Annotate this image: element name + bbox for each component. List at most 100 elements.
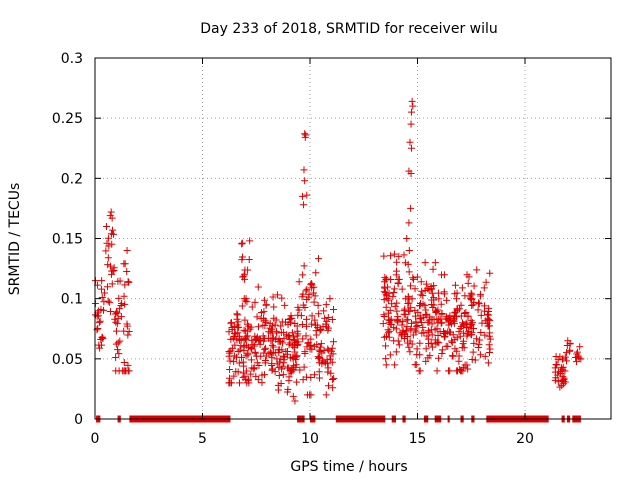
data-point <box>407 204 415 212</box>
data-point <box>443 296 451 304</box>
data-point <box>325 382 333 390</box>
data-point <box>458 344 466 352</box>
data-point <box>327 369 335 377</box>
data-point <box>463 332 471 340</box>
data-point <box>234 311 242 319</box>
data-point <box>112 327 120 335</box>
data-point <box>258 379 266 387</box>
data-point <box>278 365 286 373</box>
data-point <box>390 324 398 332</box>
data-point <box>235 332 243 340</box>
data-point <box>293 322 301 330</box>
data-point <box>117 313 125 321</box>
data-point <box>433 308 441 316</box>
data-point <box>433 367 441 375</box>
data-point <box>280 356 288 364</box>
data-point <box>239 369 247 377</box>
data-point <box>251 332 259 340</box>
data-point <box>387 252 395 260</box>
data-point <box>323 323 331 331</box>
data-point <box>310 342 318 350</box>
data-point <box>225 347 233 355</box>
data-point <box>462 309 470 317</box>
data-point <box>233 315 241 323</box>
data-point <box>245 379 253 387</box>
y-tick-label: 0.15 <box>52 232 83 248</box>
data-point <box>109 230 117 238</box>
data-point <box>424 335 432 343</box>
data-point <box>268 325 276 333</box>
data-point <box>407 108 415 116</box>
data-point <box>328 358 336 366</box>
data-point <box>431 326 439 334</box>
data-point <box>277 379 285 387</box>
data-point <box>266 320 274 328</box>
data-point <box>448 352 456 360</box>
data-point <box>241 316 249 324</box>
data-point <box>434 306 442 314</box>
data-point <box>407 282 415 290</box>
data-point <box>120 358 128 366</box>
data-point <box>403 323 411 331</box>
data-point <box>484 359 492 367</box>
data-point <box>404 260 412 268</box>
data-point <box>262 301 270 309</box>
data-point <box>96 317 104 325</box>
data-point <box>428 296 436 304</box>
data-point <box>486 348 494 356</box>
data-point <box>123 268 131 276</box>
data-point <box>407 120 415 128</box>
data-point <box>226 366 234 374</box>
data-point <box>104 234 112 242</box>
data-point <box>277 328 285 336</box>
data-point <box>460 337 468 345</box>
data-point <box>276 355 284 363</box>
data-point <box>395 341 403 349</box>
data-point <box>322 391 330 399</box>
data-point <box>476 336 484 344</box>
data-point <box>240 326 248 334</box>
data-point <box>554 371 562 379</box>
data-point <box>111 315 119 323</box>
data-point <box>301 130 309 138</box>
x-tick-label: 15 <box>409 431 427 447</box>
data-point <box>413 345 421 353</box>
data-point <box>405 268 413 276</box>
data-point <box>395 252 403 260</box>
data-point <box>226 357 234 365</box>
data-point <box>476 351 484 359</box>
data-point <box>230 372 238 380</box>
data-point <box>388 300 396 308</box>
data-point <box>226 379 234 387</box>
data-point <box>409 102 417 110</box>
data-point <box>382 303 390 311</box>
data-point <box>106 212 114 220</box>
data-point <box>98 293 106 301</box>
data-point <box>308 280 316 288</box>
data-point <box>95 318 103 326</box>
data-point <box>392 348 400 356</box>
data-point <box>482 278 490 286</box>
data-point <box>406 138 414 146</box>
data-point <box>293 352 301 360</box>
data-point <box>234 324 242 332</box>
data-point <box>291 348 299 356</box>
data-point <box>238 240 246 248</box>
data-point <box>421 259 429 267</box>
data-point <box>116 277 124 285</box>
data-point <box>406 337 414 345</box>
data-point <box>466 292 474 300</box>
data-point <box>250 342 258 350</box>
data-point <box>417 291 425 299</box>
data-point <box>435 339 443 347</box>
data-point <box>408 295 416 303</box>
data-point <box>470 339 478 347</box>
data-point <box>314 353 322 361</box>
data-point <box>480 284 488 292</box>
data-point <box>253 313 261 321</box>
y-tick-label: 0.1 <box>61 292 83 308</box>
data-point <box>416 314 424 322</box>
data-point <box>485 332 493 340</box>
data-point <box>380 311 388 319</box>
